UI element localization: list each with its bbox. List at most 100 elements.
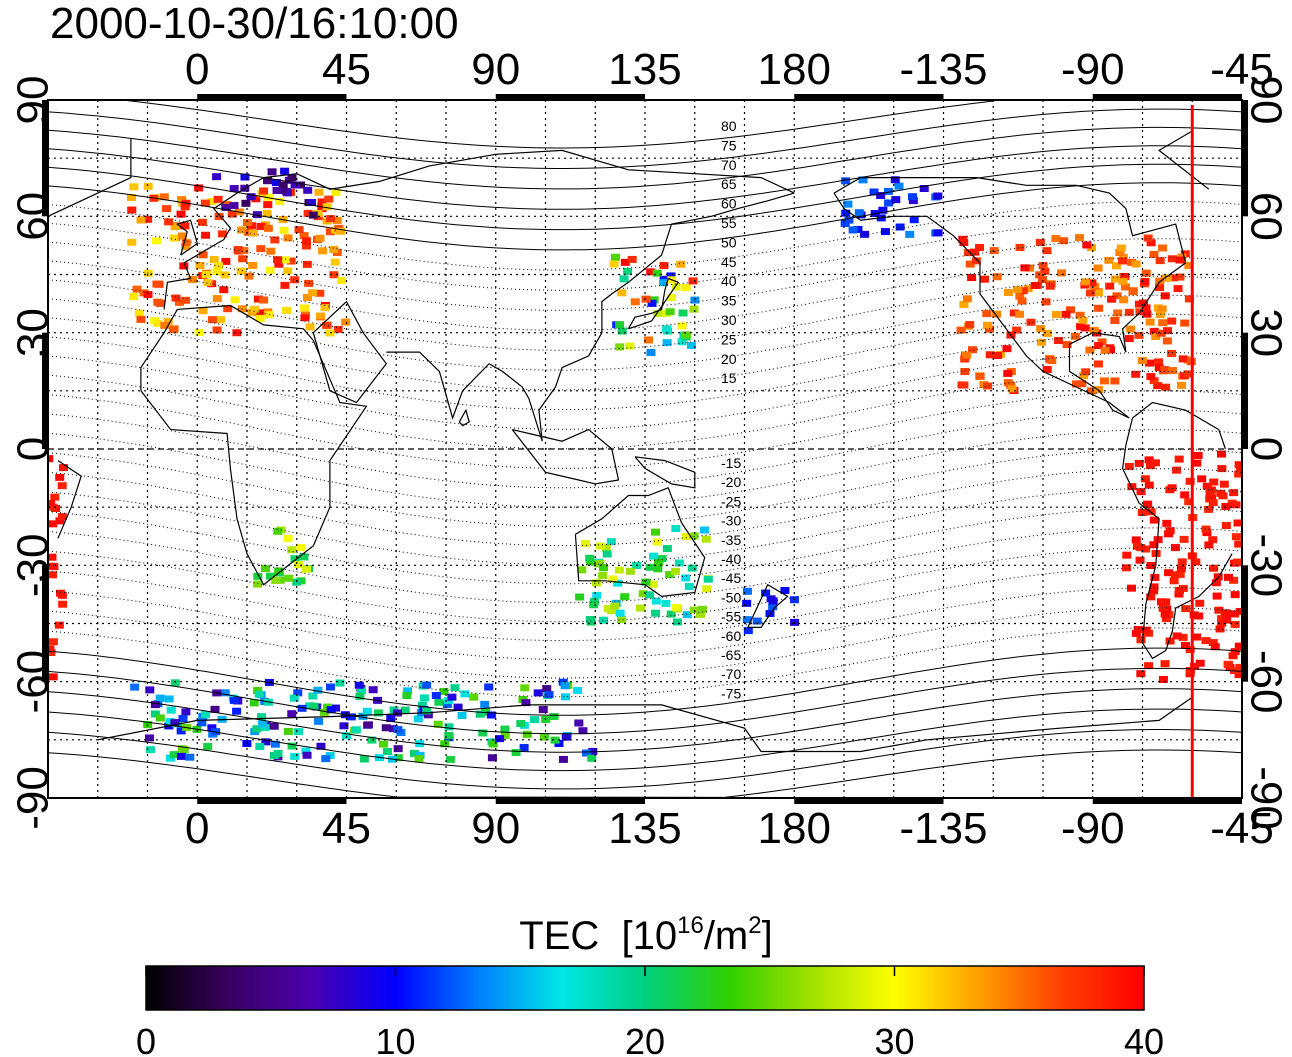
tec-cell: [314, 717, 324, 725]
tec-cell: [1149, 541, 1159, 549]
contour-label: 20: [721, 351, 737, 367]
tec-cell: [252, 211, 262, 219]
tec-cell: [1216, 450, 1226, 458]
tec-cell: [223, 305, 233, 313]
tec-cell: [1144, 481, 1154, 489]
tec-cell: [617, 327, 627, 335]
contour-label: -60: [721, 628, 741, 644]
tec-cell: [1178, 355, 1188, 363]
frame-segment: [1242, 565, 1248, 682]
tec-cell: [280, 281, 290, 289]
tec-cell: [1167, 317, 1177, 325]
tec-cell: [325, 683, 335, 691]
tec-cell: [325, 228, 335, 236]
tec-cell: [169, 751, 179, 759]
tec-cell: [1118, 277, 1128, 285]
graticule-grid: [48, 100, 1242, 798]
tec-cell: [1085, 346, 1095, 354]
coastline: [386, 192, 795, 442]
tec-cell: [1100, 346, 1110, 354]
tec-cell: [742, 587, 752, 595]
tec-cell: [1014, 310, 1024, 318]
tec-cell: [971, 257, 981, 265]
contour-label: -65: [721, 647, 741, 663]
tec-cell: [982, 321, 992, 329]
tec-cell: [297, 704, 307, 712]
tec-cell: [290, 276, 300, 284]
tec-cell: [671, 283, 681, 291]
tec-cell: [1094, 304, 1104, 312]
tec-cell: [198, 251, 208, 259]
tec-cell: [1087, 279, 1097, 287]
tec-cell: [1217, 615, 1227, 623]
tec-cell: [609, 260, 619, 268]
tec-cell: [314, 188, 324, 196]
coastline: [175, 219, 198, 256]
tec-cell: [440, 740, 450, 748]
frame-segment: [42, 100, 48, 217]
tec-cell: [1209, 478, 1219, 486]
tec-cell: [282, 306, 292, 314]
tec-cell: [266, 247, 276, 255]
tec-cell: [841, 209, 851, 217]
contour-line: [48, 182, 1242, 251]
tec-cell: [302, 751, 312, 759]
tec-cell: [895, 223, 905, 231]
tec-cell: [326, 706, 336, 714]
tec-cell: [127, 206, 137, 214]
tec-cell: [580, 540, 590, 548]
tec-cell: [1190, 662, 1200, 670]
tec-cell: [292, 578, 302, 586]
tec-cell: [1035, 238, 1045, 246]
tec-cell: [393, 745, 403, 753]
tec-cell: [241, 199, 251, 207]
tec-cell: [207, 316, 217, 324]
tec-cell: [460, 690, 470, 698]
tec-cell: [1120, 272, 1130, 280]
tec-cell: [129, 293, 139, 301]
tec-cell: [181, 296, 191, 304]
tec-cell: [136, 216, 146, 224]
tec-cell: [203, 743, 213, 751]
tec-cell: [346, 713, 356, 721]
tec-cell: [1127, 258, 1137, 266]
tec-cell: [356, 687, 366, 695]
tec-cell: [1223, 573, 1233, 581]
tec-cell: [143, 291, 153, 299]
tec-cell: [287, 742, 297, 750]
tec-cell: [209, 256, 219, 264]
tec-cell: [1007, 385, 1017, 393]
left-lat-label: -30: [9, 534, 58, 598]
tec-cell: [1175, 256, 1185, 264]
tec-cell: [309, 702, 319, 710]
tec-cell: [439, 687, 449, 695]
tec-cell: [301, 237, 311, 245]
tec-cell: [1180, 641, 1190, 649]
tec-cell: [220, 689, 230, 697]
tec-cell: [1136, 488, 1146, 496]
tec-cell: [965, 260, 975, 268]
tec-cell: [1124, 308, 1134, 316]
tec-cell: [207, 724, 217, 732]
tec-cell: [153, 319, 163, 327]
tec-cell: [542, 685, 552, 693]
tec-cell: [299, 304, 309, 312]
tec-cell: [891, 196, 901, 204]
tec-cell: [665, 571, 675, 579]
tec-cell: [1150, 573, 1160, 581]
tec-cell: [1145, 462, 1155, 470]
tec-cell: [294, 226, 304, 234]
tec-cell: [287, 174, 297, 182]
tec-cell: [279, 226, 289, 234]
tec-cell: [1003, 288, 1013, 296]
tec-cell: [181, 708, 191, 716]
tec-cell: [273, 749, 283, 757]
tec-cell: [962, 351, 972, 359]
tec-cell: [434, 698, 444, 706]
tec-cell: [933, 229, 943, 237]
tec-cell: [619, 275, 629, 283]
tec-cell: [1208, 639, 1218, 647]
tec-cell: [127, 238, 137, 246]
tec-cell: [270, 740, 280, 748]
tec-cell: [403, 687, 413, 695]
